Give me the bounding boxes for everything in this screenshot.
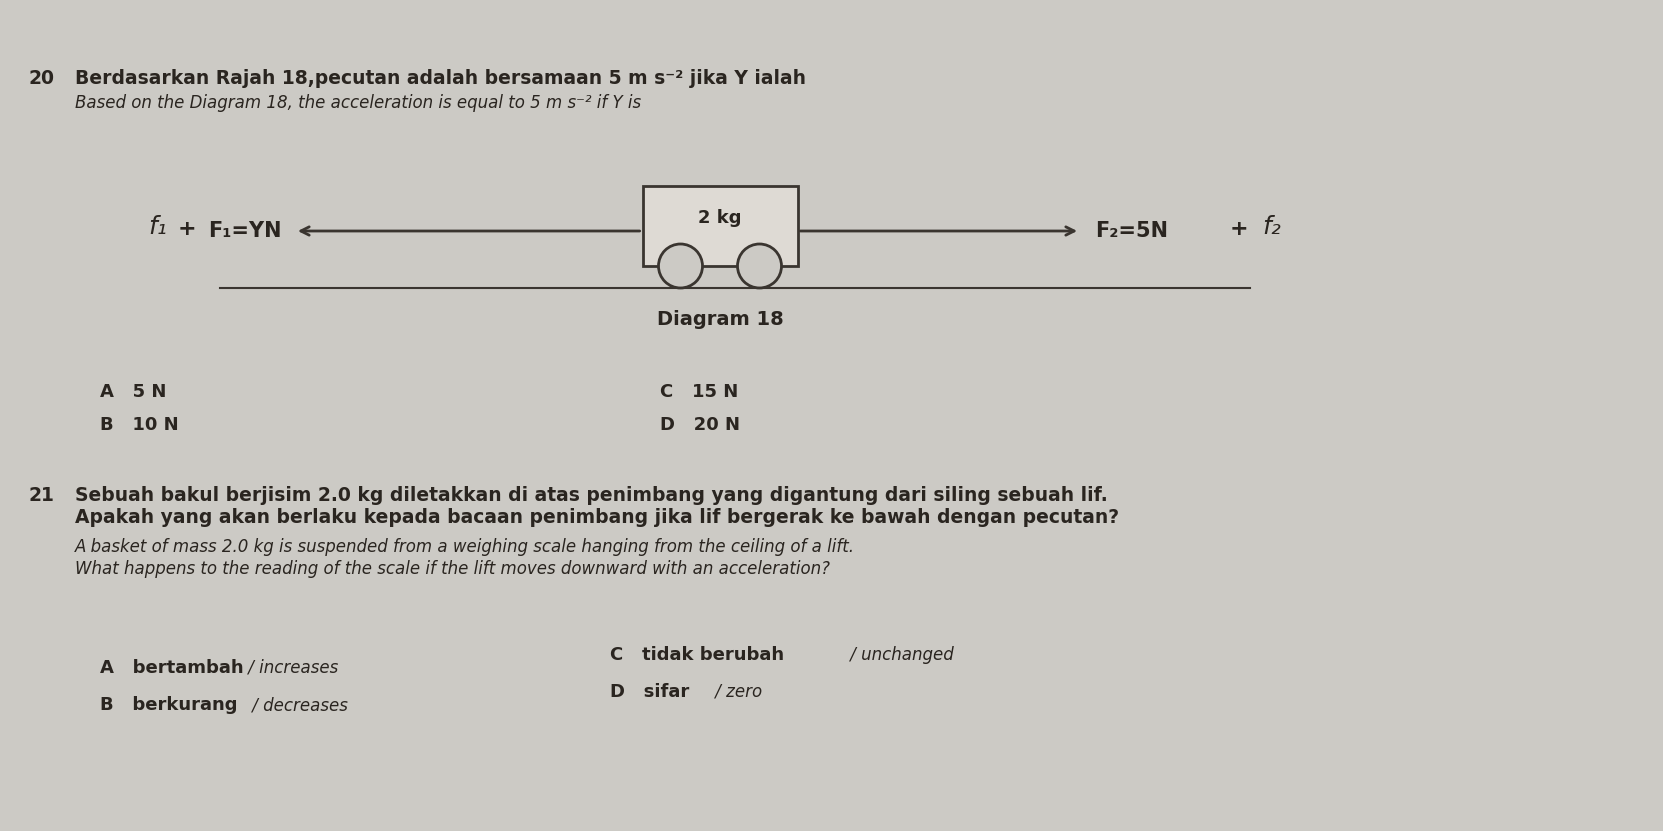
Circle shape xyxy=(659,244,702,288)
Text: F₁=YN: F₁=YN xyxy=(208,221,283,241)
Text: A basket of mass 2.0 kg is suspended from a weighing scale hanging from the ceil: A basket of mass 2.0 kg is suspended fro… xyxy=(75,538,855,556)
Text: Berdasarkan Rajah 18,pecutan adalah bersamaan 5 m s⁻² jika Y ialah: Berdasarkan Rajah 18,pecutan adalah bers… xyxy=(75,69,807,88)
Text: Sebuah bakul berjisim 2.0 kg diletakkan di atas penimbang yang digantung dari si: Sebuah bakul berjisim 2.0 kg diletakkan … xyxy=(75,486,1108,505)
Text: +: + xyxy=(178,219,196,239)
Text: B   10 N: B 10 N xyxy=(100,416,178,434)
Text: F₂=5N: F₂=5N xyxy=(1094,221,1167,241)
Text: Apakah yang akan berlaku kepada bacaan penimbang jika lif bergerak ke bawah deng: Apakah yang akan berlaku kepada bacaan p… xyxy=(75,508,1119,527)
Text: / zero: / zero xyxy=(710,683,762,701)
Text: D   20 N: D 20 N xyxy=(660,416,740,434)
Text: A   bertambah: A bertambah xyxy=(100,659,243,677)
Text: A   5 N: A 5 N xyxy=(100,383,166,401)
Text: Diagram 18: Diagram 18 xyxy=(657,310,783,329)
Circle shape xyxy=(737,244,782,288)
Text: 20: 20 xyxy=(28,69,53,88)
Text: What happens to the reading of the scale if the lift moves downward with an acce: What happens to the reading of the scale… xyxy=(75,560,830,578)
Text: / increases: / increases xyxy=(243,659,338,677)
Text: / decreases: / decreases xyxy=(248,696,348,714)
Text: 21: 21 xyxy=(28,486,53,505)
Text: +: + xyxy=(1231,219,1249,239)
Text: 2 kg: 2 kg xyxy=(698,209,742,227)
Text: C   15 N: C 15 N xyxy=(660,383,738,401)
Text: D   sifar: D sifar xyxy=(610,683,688,701)
Text: C   tidak berubah: C tidak berubah xyxy=(610,646,785,664)
Bar xyxy=(642,186,798,266)
Text: / unchanged: / unchanged xyxy=(845,646,955,664)
Text: Based on the Diagram 18, the acceleration is equal to 5 m s⁻² if Y is: Based on the Diagram 18, the acceleratio… xyxy=(75,94,642,112)
Text: f₂: f₂ xyxy=(1262,215,1281,239)
Text: B   berkurang: B berkurang xyxy=(100,696,238,714)
Text: f₁: f₁ xyxy=(148,215,166,239)
